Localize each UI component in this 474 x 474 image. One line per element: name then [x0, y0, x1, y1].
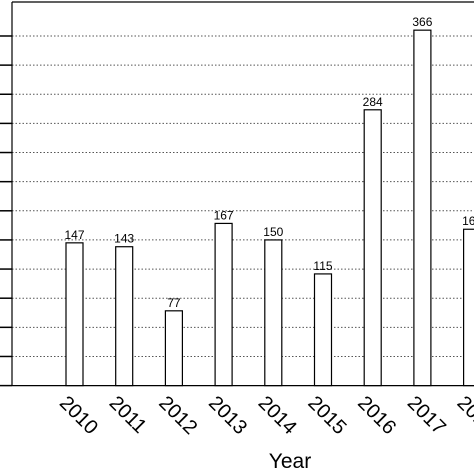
- x-axis-label: Year: [269, 450, 311, 473]
- bar: [115, 246, 134, 387]
- value-label: 284: [363, 95, 383, 109]
- value-label: 150: [263, 225, 283, 239]
- x-tick-label: 2018: [453, 392, 474, 439]
- value-label: 115: [313, 259, 332, 273]
- bar: [463, 228, 474, 387]
- bar: [413, 29, 432, 387]
- bar: [214, 222, 233, 387]
- x-tick-label: 2012: [154, 392, 201, 439]
- value-label: 161: [462, 214, 474, 228]
- bar: [164, 310, 183, 387]
- bar: [65, 242, 84, 387]
- value-label: 147: [64, 228, 84, 242]
- bar: [363, 109, 382, 387]
- x-tick-label: 2017: [403, 392, 450, 439]
- value-label: 366: [412, 15, 432, 29]
- bar: [264, 239, 283, 387]
- value-label: 77: [167, 296, 181, 310]
- x-tick-label: 2015: [303, 392, 350, 439]
- value-label: 143: [114, 232, 134, 246]
- x-tick-label: 2014: [254, 392, 301, 439]
- value-label: 167: [214, 208, 234, 222]
- x-tick-label: 2016: [353, 392, 400, 439]
- x-tick-label: 2010: [55, 392, 102, 439]
- x-tick-label: 2013: [204, 392, 251, 439]
- x-tick-label: 2011: [105, 392, 151, 438]
- bar: [313, 273, 333, 387]
